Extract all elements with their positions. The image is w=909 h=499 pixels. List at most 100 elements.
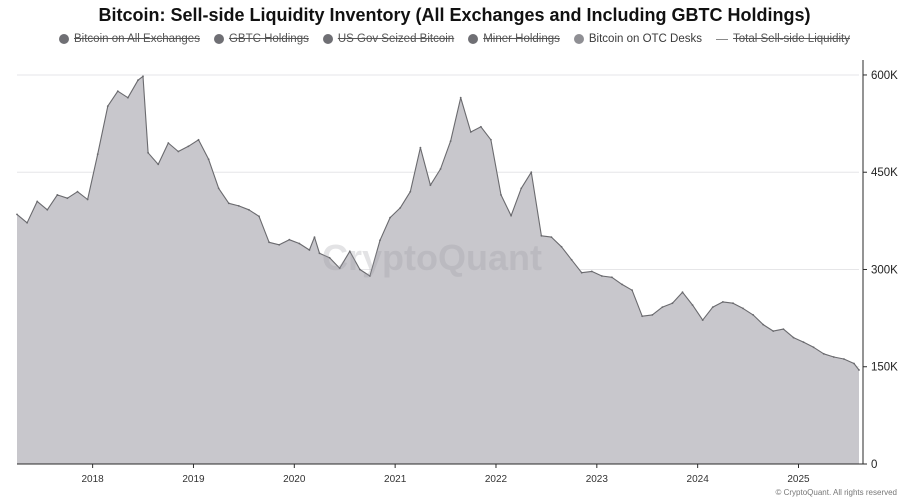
data-point [197,138,200,141]
data-point [26,221,28,224]
legend-item-label: Miner Holdings [483,33,560,45]
data-point [419,146,422,149]
x-tick-label: 2022 [485,474,508,485]
data-point [832,356,835,358]
data-point [359,268,361,271]
data-point [661,306,664,308]
data-point [732,302,734,305]
data-point [772,330,775,332]
legend-item-label: Total Sell-side Liquidity [733,33,850,45]
dot-marker-icon [213,34,224,44]
data-point [459,96,462,99]
data-point [671,302,674,305]
data-point [792,336,795,339]
data-point [560,245,563,248]
series-area [17,76,859,465]
data-point [449,140,452,143]
data-point [288,238,291,241]
data-point [379,239,381,242]
data-point [227,202,230,205]
data-point [268,241,270,244]
data-point [369,275,371,277]
data-point [822,352,825,355]
data-point [399,207,402,209]
data-point [127,96,129,99]
chart-legend: Bitcoin on All Exchanges GBTC Holdings US … [0,33,909,45]
data-point [601,275,603,277]
chart-title: Bitcoin: Sell-side Liquidity Inventory (… [98,5,811,25]
data-point [641,315,644,318]
data-point [36,200,39,203]
legend-item[interactable]: GBTC Holdings [213,33,309,45]
data-point [469,131,472,133]
data-point [248,208,250,211]
x-tick-label: 2024 [687,474,710,485]
data-point [157,163,160,166]
data-point [16,213,18,216]
data-point [328,256,331,259]
dot-marker-icon [59,34,69,44]
dot-marker-icon [468,34,479,44]
data-point [308,249,311,251]
data-point [540,234,543,237]
legend-item[interactable]: Bitcoin on OTC Desks [573,33,703,45]
data-point [570,258,573,261]
y-tick-label: 150K [871,362,898,374]
data-point [338,267,341,270]
data-point [96,153,99,156]
data-point [490,138,492,141]
legend-item[interactable]: Bitcoin on All Exchanges [59,33,200,45]
data-point [167,142,170,144]
dot-marker-icon [573,34,584,44]
legend-item[interactable]: US Gov Seized Bitcoin [322,33,455,45]
data-point [782,328,785,330]
data-point [631,289,633,292]
data-point [258,215,260,218]
dot-marker-icon [322,34,333,44]
data-point [237,205,240,207]
data-point [580,271,583,274]
data-point [858,369,860,371]
y-tick-label: 300K [871,264,898,276]
data-point [691,304,694,306]
data-point [530,171,533,174]
data-point [318,252,321,255]
legend-item[interactable]: Total Sell-side Liquidity [716,33,850,45]
data-point [802,341,805,343]
data-point [752,314,754,316]
data-point [137,79,139,82]
data-point [86,198,89,201]
data-point [76,190,79,193]
axes: 0 150K 300K 450K 600K 2018 2019 2020 2021 2022 202… [17,60,898,485]
data-point [742,307,744,310]
legend-item-label: Bitcoin on OTC Desks [588,33,703,45]
data-point [480,125,482,128]
data-point [348,250,351,253]
data-point [56,194,59,196]
data-point [651,314,654,316]
data-point [177,150,180,153]
watermark: CryptoQuant [322,237,542,278]
data-point [812,346,815,349]
legend-item[interactable]: Miner Holdings [468,33,560,45]
data-point [590,270,593,273]
x-tick-label: 2018 [82,474,105,485]
legend-item-label: US Gov Seized Bitcoin [337,33,455,45]
data-point [46,208,49,211]
data-point [701,319,704,321]
data-point [409,190,412,193]
data-point [510,214,512,217]
x-tick-label: 2021 [384,474,407,485]
data-point [611,276,613,279]
data-point [550,236,553,239]
data-point [722,301,724,303]
data-point [66,197,69,200]
x-tick-label: 2019 [182,474,205,485]
data-point [278,243,281,246]
data-point [429,184,432,187]
series-area-group [16,75,860,465]
data-point [681,291,684,294]
data-point [843,358,845,360]
data-point [621,283,623,286]
